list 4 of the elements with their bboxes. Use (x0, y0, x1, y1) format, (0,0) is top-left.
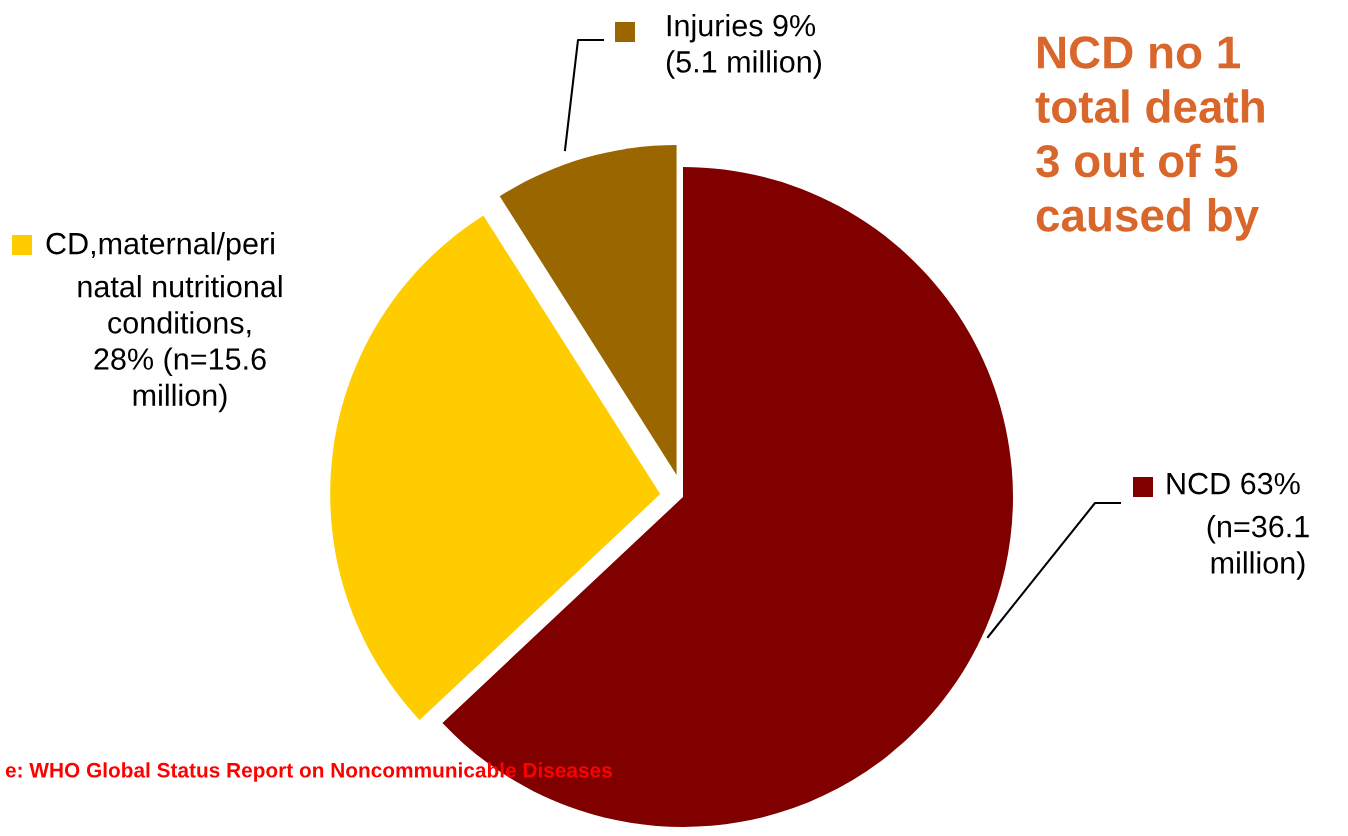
text: NCD no 1 total death 3 out of 5 caused by (1035, 36, 1264, 241)
legend-label: CD,maternal/peri natal nutritional conditions, 28% (n=15.6 million) (46, 232, 282, 413)
legend-label: NCD 63% (n=36.1 million) (1167, 472, 1309, 580)
legend-label: Injuries 9% (5.1 million) (666, 14, 822, 79)
